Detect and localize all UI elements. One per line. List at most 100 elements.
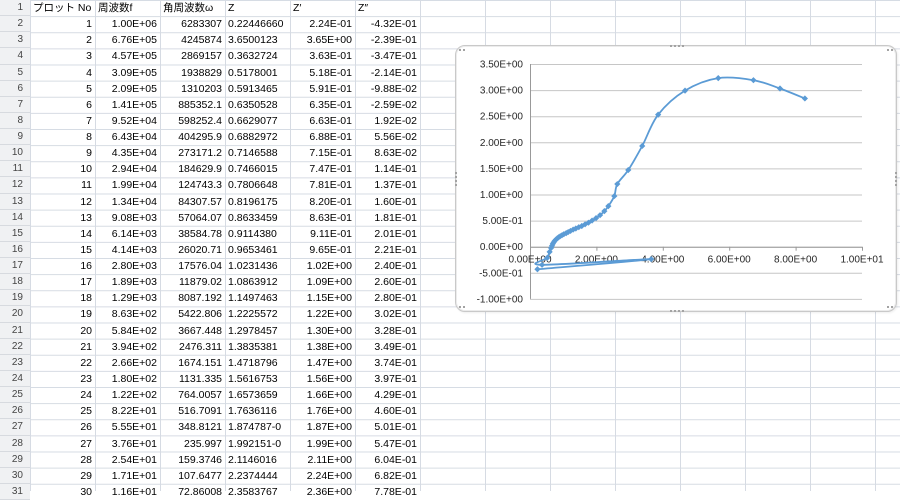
cell[interactable]: 1.14E-01 — [374, 163, 417, 176]
cell[interactable]: 1.37E-01 — [374, 179, 417, 192]
column-header-cell[interactable]: 周波数f — [98, 2, 133, 14]
cell[interactable]: 20 — [80, 324, 92, 337]
cell[interactable]: -3.47E-01 — [370, 50, 417, 63]
cell[interactable]: 2.36E+00 — [306, 485, 352, 498]
selection-handle-top-left[interactable] — [459, 49, 465, 51]
data-point-marker[interactable] — [582, 221, 589, 228]
cell[interactable]: 30 — [80, 485, 92, 498]
cell[interactable]: 3.49E-01 — [374, 340, 417, 353]
cell[interactable]: 764.0057 — [178, 389, 222, 402]
cell[interactable]: 2.21E-01 — [374, 243, 417, 256]
cell[interactable]: 2.1146016 — [228, 453, 277, 466]
cell[interactable]: 2.2374444 — [228, 469, 278, 482]
cell[interactable]: 124743.3 — [178, 179, 222, 192]
cell[interactable]: 10 — [80, 163, 92, 176]
cell[interactable]: 0.6882972 — [228, 131, 278, 144]
cell[interactable]: 29 — [80, 469, 92, 482]
row-header[interactable]: 26 — [0, 403, 30, 420]
cell[interactable]: 27 — [80, 437, 92, 450]
cell[interactable]: 0.9114380 — [228, 227, 277, 240]
cell[interactable]: 12 — [80, 195, 92, 208]
cell[interactable]: 2.40E-01 — [374, 260, 417, 273]
cell[interactable]: 18 — [80, 292, 92, 305]
cell[interactable]: 11879.02 — [178, 276, 222, 289]
data-point-marker[interactable] — [639, 142, 646, 150]
cell[interactable]: 885352.1 — [178, 98, 222, 111]
cell[interactable]: 1.09E+00 — [306, 276, 352, 289]
cell[interactable]: 5.84E+02 — [111, 324, 157, 337]
cell[interactable]: 2.24E+00 — [306, 469, 352, 482]
cell[interactable]: 1.92E-02 — [374, 114, 417, 127]
cell[interactable]: 1.80E+02 — [111, 372, 157, 385]
cell[interactable]: 1.99E+04 — [111, 179, 157, 192]
cell[interactable]: 273171.2 — [178, 147, 222, 160]
cell[interactable]: 9.52E+04 — [111, 114, 157, 127]
row-header[interactable]: 20 — [0, 306, 30, 323]
cell[interactable]: 1.87E+00 — [306, 421, 352, 434]
row-header[interactable]: 23 — [0, 354, 30, 371]
cell[interactable]: 107.6477 — [178, 469, 222, 482]
column-header-cell[interactable]: Z′ — [293, 2, 302, 14]
cell[interactable]: 3 — [86, 50, 92, 63]
data-point-marker[interactable] — [565, 228, 572, 236]
cell[interactable]: 9.08E+03 — [111, 211, 157, 224]
column-header-cell[interactable]: Z — [228, 2, 235, 14]
cell[interactable]: 0.3632724 — [228, 50, 278, 63]
cell[interactable]: 516.7091 — [178, 405, 222, 418]
cell[interactable]: 8.63E-01 — [309, 211, 352, 224]
column-header-cell[interactable]: 角周波数ω — [163, 2, 214, 14]
row-header[interactable]: 13 — [0, 193, 30, 210]
cell[interactable]: 1.76E+00 — [306, 405, 352, 418]
cell[interactable]: -4.32E-01 — [370, 18, 417, 31]
cell[interactable]: 1.60E-01 — [374, 195, 417, 208]
cell[interactable]: 2.3583767 — [228, 485, 278, 498]
cell[interactable]: 8.63E-02 — [374, 147, 417, 160]
cell[interactable]: 1.99E+00 — [306, 437, 352, 450]
cell[interactable]: 11 — [81, 179, 92, 192]
selection-handle-bottom-left[interactable] — [459, 306, 465, 308]
cell[interactable]: 1.6573659 — [228, 389, 278, 402]
cell[interactable]: 6.63E-01 — [309, 114, 352, 127]
cell[interactable]: 3.6500123 — [228, 34, 278, 47]
cell[interactable]: 2.80E-01 — [374, 292, 417, 305]
cell[interactable]: 1.66E+00 — [306, 389, 352, 402]
cell[interactable]: 1.38E+00 — [306, 340, 352, 353]
cell[interactable]: 2.11E+00 — [307, 453, 352, 466]
row-header[interactable]: 31 — [0, 483, 30, 500]
cell[interactable]: 5.47E-01 — [374, 437, 417, 450]
cell[interactable]: 5.55E+01 — [111, 421, 157, 434]
row-header[interactable]: 3 — [0, 32, 30, 49]
row-header[interactable]: 24 — [0, 370, 30, 388]
cell[interactable]: 1.4718796 — [228, 356, 278, 369]
cell[interactable]: 184629.9 — [178, 163, 222, 176]
cell[interactable]: 3.74E-01 — [374, 356, 417, 369]
cell[interactable]: 3.09E+05 — [111, 66, 157, 79]
cell[interactable]: 0.7466015 — [228, 163, 278, 176]
cell[interactable]: 6.43E+04 — [111, 131, 157, 144]
cell[interactable]: 1.16E+01 — [111, 485, 157, 498]
data-point-marker[interactable] — [801, 95, 808, 102]
cell[interactable]: 1.0231436 — [228, 260, 278, 273]
cell[interactable]: 3.63E-01 — [309, 50, 352, 63]
row-header[interactable]: 25 — [0, 387, 30, 404]
row-header[interactable]: 14 — [0, 209, 30, 226]
cell[interactable]: 4245874 — [181, 34, 222, 47]
cell[interactable]: 6.76E+05 — [111, 34, 157, 47]
row-header[interactable]: 1 — [0, 0, 30, 17]
cell[interactable]: 4.57E+05 — [111, 50, 157, 63]
cell[interactable]: 26 — [80, 421, 92, 434]
cell[interactable]: -2.39E-01 — [370, 34, 417, 47]
data-point-marker[interactable] — [592, 215, 600, 222]
cell[interactable]: 3.97E-01 — [374, 372, 417, 385]
cell[interactable]: 6.04E-01 — [374, 453, 417, 466]
row-header[interactable]: 27 — [0, 419, 30, 436]
cell[interactable]: 1.71E+01 — [111, 469, 157, 482]
cell[interactable]: 1.7636116 — [228, 405, 277, 418]
cell[interactable]: 9.11E-01 — [310, 227, 352, 240]
cell[interactable]: 6283307 — [181, 18, 222, 31]
cell[interactable]: 4.35E+04 — [111, 147, 157, 160]
cell[interactable]: 1.2225572 — [228, 308, 278, 321]
row-header[interactable]: 15 — [0, 225, 30, 242]
cell[interactable]: 4 — [86, 66, 92, 79]
cell[interactable]: 7.81E-01 — [309, 179, 352, 192]
